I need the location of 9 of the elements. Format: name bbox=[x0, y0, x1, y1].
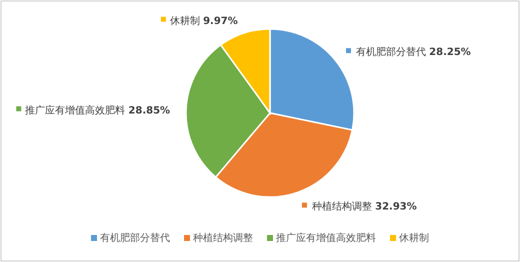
data-label: 28.85% bbox=[128, 105, 170, 116]
data-label: 32.93% bbox=[375, 202, 417, 213]
legend-label: 推广应有增值高效肥料 bbox=[276, 232, 376, 244]
data-label: 9.97% bbox=[203, 16, 238, 27]
legend-label: 休耕制 bbox=[170, 14, 204, 27]
legend: 有机肥部分替代 种植结构调整 推广应有增值高效肥料 休耕制 bbox=[91, 233, 429, 244]
legend-label: 有机肥部分替代 bbox=[356, 46, 430, 58]
data-label: 28.25% bbox=[429, 47, 471, 58]
legend-label: 种植结构调整 bbox=[312, 200, 376, 213]
